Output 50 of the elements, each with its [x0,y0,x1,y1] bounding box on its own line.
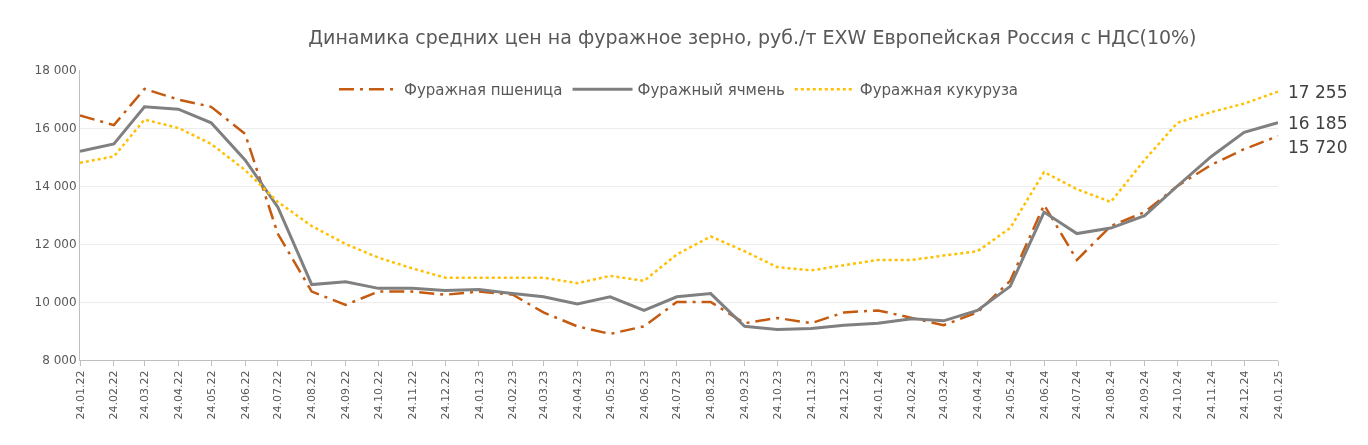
annotation: 16 185 [1288,113,1348,133]
x-tick-label: 24.11.23 [804,370,818,420]
annotation: 17 255 [1288,82,1348,102]
x-tick-label: 24.08.23 [704,370,718,420]
x-tick-label: 24.11.24 [1204,370,1218,420]
x-tick-label: 24.05.22 [204,370,218,420]
x-tick-label: 24.04.23 [570,370,584,420]
x-tick-label: 24.01.25 [1271,370,1285,420]
x-tick-label: 24.09.22 [339,370,353,420]
x-tick-label: 24.01.23 [472,370,486,420]
x-tick-label: 24.06.23 [637,370,651,420]
x-tick-label: 24.10.24 [1171,370,1185,420]
chart-title: Динамика средних цен на фуражное зерно, руб./т EXW Европейская Россия с НДС(10%) [308,26,1197,49]
x-tick-label: 24.08.24 [1104,370,1118,420]
x-tick-label: 24.02.24 [905,370,919,420]
x-tick-label: 24.03.22 [138,370,152,420]
x-tick-label: 24.10.22 [371,370,385,420]
x-tick-label: 24.07.24 [1070,370,1084,420]
x-tick-label: 24.12.23 [837,370,851,420]
x-tick-label: 24.08.22 [305,370,319,420]
annotation: 15 720 [1288,137,1348,157]
x-tick-label: 24.07.22 [271,370,285,420]
x-tick-label: 24.09.23 [738,370,752,420]
x-tick-label: 24.12.22 [438,370,452,420]
y-tick-label: 16 000 [34,121,77,136]
y-tick-label: 18 000 [34,63,77,78]
x-tick-label: 24.06.24 [1037,370,1051,420]
x-tick-label: 24.11.22 [405,370,419,420]
x-tick-label: 24.04.24 [970,370,984,420]
legend-label: Фуражная кукуруза [859,81,1019,99]
x-tick-label: 24.06.22 [238,370,252,420]
x-tick-label: 24.01.22 [73,370,87,420]
x-tick-label: 24.05.23 [603,370,617,420]
y-tick-label: 8 000 [42,353,77,368]
x-tick-label: 24.03.24 [937,370,951,420]
x-tick-label: 24.09.24 [1138,370,1152,420]
legend-label: Фуражная пшеница [404,81,563,99]
y-tick-label: 12 000 [34,237,77,252]
x-tick-label: 24.07.23 [670,370,684,420]
x-tick-label: 24.12.24 [1237,370,1251,420]
y-tick-label: 14 000 [34,179,77,194]
y-tick-label: 10 000 [34,295,77,310]
x-tick-label: 24.05.24 [1003,370,1017,420]
x-tick-label: 24.02.22 [107,370,121,420]
x-tick-label: 24.02.23 [506,370,520,420]
x-tick-label: 24.04.22 [171,370,185,420]
x-tick-label: 24.01.24 [871,370,885,420]
legend-label: Фуражный ячмень [637,81,785,99]
x-tick-label: 24.10.23 [770,370,784,420]
x-tick-label: 24.03.23 [537,370,551,420]
